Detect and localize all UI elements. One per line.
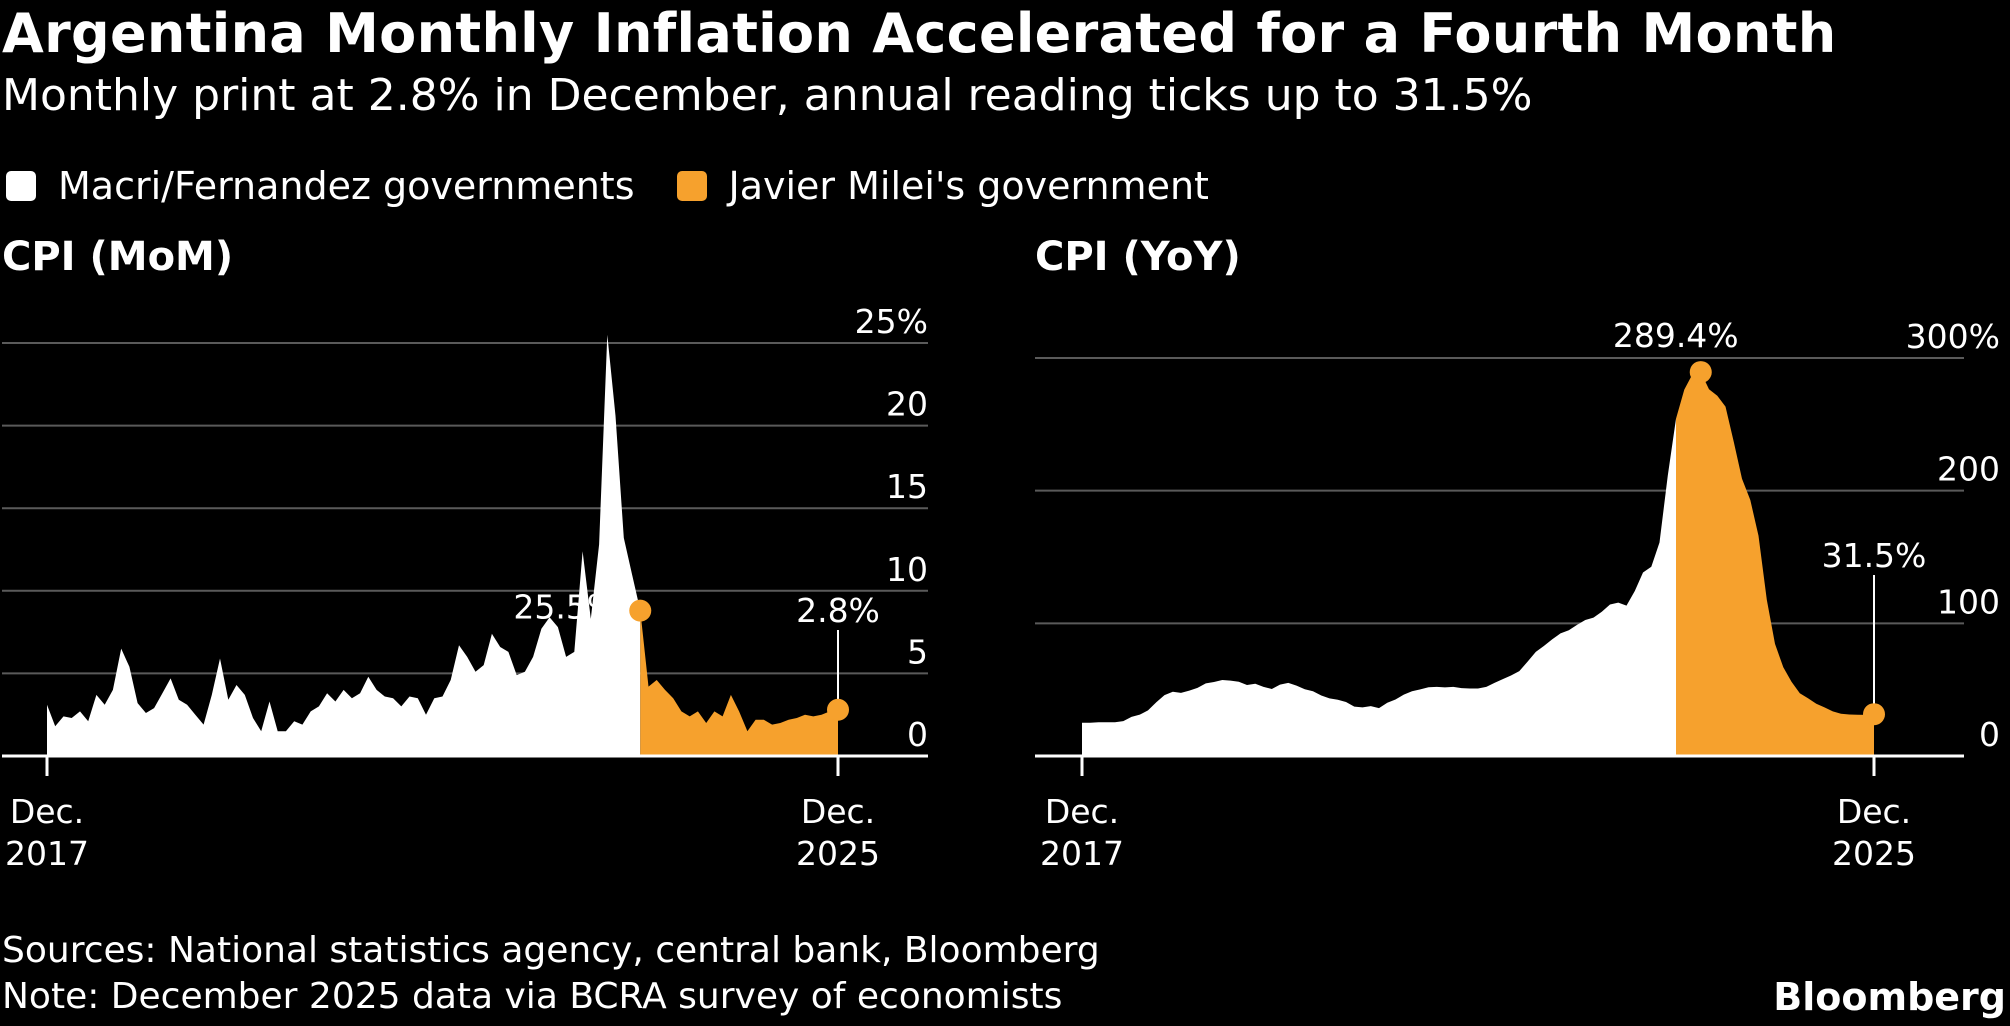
mom-annotation-dot [629, 599, 652, 622]
chart-title: Argentina Monthly Inflation Accelerated … [2, 2, 1837, 65]
yoy-x-tick-label: Dec. [1045, 792, 1119, 831]
yoy-annotation-dot [1863, 703, 1885, 726]
legend-swatch-prior [6, 171, 36, 201]
legend-swatch-milei [676, 171, 707, 201]
source-note: Sources: National statistics agency, cen… [2, 930, 1100, 971]
legend: Macri/Fernandez governments Javier Milei… [6, 164, 1251, 208]
mom-x-tick-label: Dec. [801, 792, 875, 831]
mom-y-tick-label: 10 [886, 550, 928, 589]
mom-x-tick-label: Dec. [10, 792, 84, 831]
mom-annotation-dot [827, 698, 849, 721]
mom-y-tick-label: 15 [886, 467, 928, 506]
mom-area-prior-governments [47, 334, 641, 756]
yoy-y-tick-label: 200 [1937, 450, 2000, 489]
mom-y-tick-label: 0 [907, 715, 928, 754]
yoy-annotation-last-label: 31.5% [1822, 536, 1927, 575]
yoy-x-tick-label: 2025 [1832, 834, 1916, 873]
legend-item-milei: Javier Milei's government [676, 164, 1209, 208]
mom-annotation-last-label: 2.8% [796, 591, 880, 630]
yoy-area-milei-government [1676, 372, 1874, 756]
yoy-annotation-peak-label: 289.4% [1613, 316, 1739, 355]
yoy-y-tick-label: 0 [1979, 715, 2000, 754]
legend-label-prior: Macri/Fernandez governments [58, 164, 635, 208]
yoy-y-tick-label: 300% [1906, 317, 2000, 356]
yoy-area-prior-governments [1082, 418, 1676, 756]
legend-label-milei: Javier Milei's government [728, 164, 1209, 208]
panel-title-yoy: CPI (YoY) [1035, 234, 1241, 280]
yoy-y-tick-label: 100 [1937, 582, 2000, 621]
legend-item-prior: Macri/Fernandez governments [6, 164, 635, 208]
data-note: Note: December 2025 data via BCRA survey… [2, 976, 1063, 1017]
mom-y-tick-label: 25% [855, 302, 928, 341]
yoy-annotation-dot [1689, 361, 1712, 384]
panel-title-mom: CPI (MoM) [2, 234, 234, 280]
yoy-x-tick-label: Dec. [1837, 792, 1911, 831]
yoy-x-tick-label: 2017 [1040, 834, 1124, 873]
mom-area-milei-government [640, 610, 838, 756]
mom-x-tick-label: 2017 [5, 834, 89, 873]
mom-annotation-peak-label: 25.5% [513, 588, 618, 627]
bloomberg-logo: Bloomberg [1773, 975, 2006, 1019]
mom-x-tick-label: 2025 [796, 834, 880, 873]
chart-subtitle: Monthly print at 2.8% in December, annua… [2, 70, 1533, 121]
mom-y-tick-label: 5 [907, 632, 928, 671]
mom-y-tick-label: 20 [886, 385, 928, 424]
